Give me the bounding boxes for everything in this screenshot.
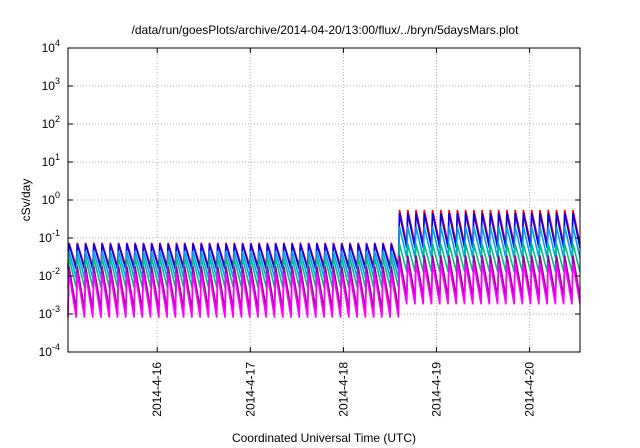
y-tick-label: 10-4 xyxy=(39,342,60,359)
y-axis-label: cSv/day xyxy=(19,179,33,222)
y-tick-label: 102 xyxy=(42,114,60,131)
x-tick-label: 2014-4-19 xyxy=(429,362,443,417)
x-tick-label: 2014-4-18 xyxy=(336,362,350,417)
y-tick-label: 103 xyxy=(42,76,60,93)
x-axis-label: Coordinated Universal Time (UTC) xyxy=(232,431,416,445)
y-tick-label: 100 xyxy=(42,190,60,207)
x-tick-label: 2014-4-20 xyxy=(523,362,537,417)
y-tick-label: 10-3 xyxy=(39,304,60,321)
x-tick-label: 2014-4-16 xyxy=(150,362,164,417)
x-axis: 2014-4-16 2014-4-17 2014-4-18 2014-4-19 2014… xyxy=(150,48,537,417)
plot-area xyxy=(67,209,581,318)
y-axis: 10-4 10-3 10-2 10-1 100 101 102 103 104 xyxy=(39,38,580,359)
y-tick-label: 104 xyxy=(42,38,60,55)
y-tick-label: 101 xyxy=(42,152,60,169)
y-tick-label: 10-2 xyxy=(39,266,60,283)
series-line-6 xyxy=(67,262,581,318)
x-tick-label: 2014-4-17 xyxy=(243,362,257,417)
y-tick-label: 10-1 xyxy=(39,228,60,245)
chart-title: /data/run/goesPlots/archive/2014-04-20/1… xyxy=(132,23,520,37)
